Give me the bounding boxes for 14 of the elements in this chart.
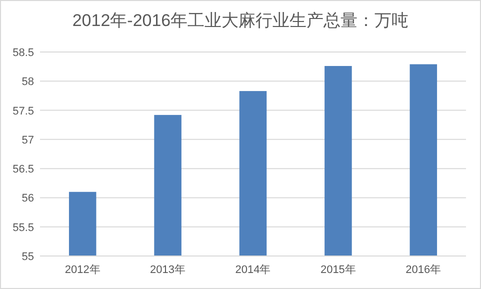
y-tick-label: 56.5: [12, 164, 34, 176]
y-tick-label: 58.5: [12, 47, 34, 59]
y-tick-label: 55: [22, 251, 34, 263]
chart-title: 2012年-2016年工业大麻行业生产总量：万吨: [72, 11, 409, 30]
y-tick-label: 58: [22, 76, 34, 88]
x-tick-label: 2013年: [150, 264, 186, 276]
x-tick-label: 2014年: [235, 264, 271, 276]
y-tick-label: 56: [22, 192, 34, 205]
y-tick-label: 57: [22, 134, 34, 146]
x-tick-label: 2012年: [64, 264, 100, 276]
y-tick-label: 57.5: [12, 105, 34, 118]
x-tick-label: 2015年: [320, 264, 356, 276]
y-tick-label: 55.5: [12, 222, 34, 234]
x-tick-label: 2016年: [406, 264, 442, 276]
